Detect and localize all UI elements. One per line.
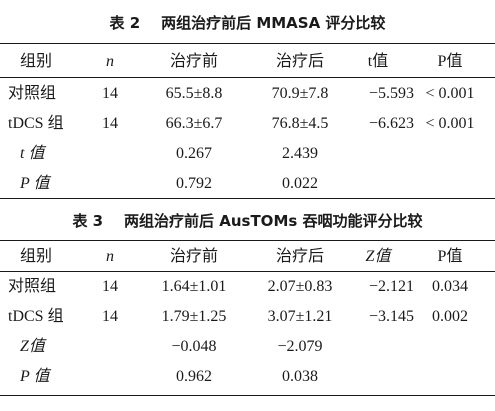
table2-stat-p-before: 0.792 bbox=[176, 175, 212, 192]
table2-r0-n: 14 bbox=[102, 85, 118, 102]
table2-r1-group: tDCS 组 bbox=[8, 115, 64, 132]
table3-r0-before: 1.64±1.01 bbox=[161, 278, 227, 295]
table3-header-row: 组别 n 治疗前 治疗后 Z值 P值 bbox=[0, 242, 495, 272]
table2-header-t: t值 bbox=[367, 53, 389, 70]
table3-r1-z: −3.145 bbox=[368, 308, 414, 325]
table2-header-group: 组别 bbox=[20, 53, 53, 70]
table3-header-z: Z值 bbox=[365, 248, 391, 265]
table2-stat-t-before: 0.267 bbox=[176, 145, 212, 162]
table2-header-rule bbox=[0, 77, 495, 78]
table3-r0-p: 0.034 bbox=[432, 278, 468, 295]
table3-caption: 表 3 两组治疗前后 AusTOMs 吞咽功能评分比较 bbox=[0, 211, 495, 231]
table2-r0-after: 70.9±7.8 bbox=[271, 85, 329, 102]
table-row: 对照组 14 65.5±8.8 70.9±7.8 −5.593 < 0.001 bbox=[0, 79, 495, 109]
table3-stat-p-label: P 值 bbox=[20, 368, 50, 385]
table-row: tDCS 组 14 1.79±1.25 3.07±1.21 −3.145 0.0… bbox=[0, 302, 495, 332]
table2-r0-before: 65.5±8.8 bbox=[165, 85, 223, 102]
table3-stat-row-z: Z值 −0.048 −2.079 bbox=[0, 332, 495, 362]
table3-header-group: 组别 bbox=[20, 248, 53, 265]
table3-top-rule bbox=[0, 240, 495, 241]
table2-caption-label: 表 2 bbox=[109, 14, 141, 32]
table2-stat-t-after: 2.439 bbox=[282, 145, 318, 162]
table2-r1-n: 14 bbox=[102, 115, 118, 132]
table3-r0-after: 2.07±0.83 bbox=[267, 278, 333, 295]
table3-r0-z: −2.121 bbox=[368, 278, 414, 295]
table3-header-after: 治疗后 bbox=[275, 248, 324, 265]
table3-stat-row-p: P 值 0.962 0.038 bbox=[0, 362, 495, 392]
table2-header-row: 组别 n 治疗前 治疗后 t值 P值 bbox=[0, 47, 495, 77]
table3-r1-group: tDCS 组 bbox=[8, 308, 64, 325]
table3-header-before: 治疗前 bbox=[169, 248, 218, 265]
table-row: 对照组 14 1.64±1.01 2.07±0.83 −2.121 0.034 bbox=[0, 272, 495, 302]
table2-r0-p: < 0.001 bbox=[425, 85, 475, 102]
table3-stat-p-before: 0.962 bbox=[176, 368, 212, 385]
table3-r1-after: 3.07±1.21 bbox=[267, 308, 333, 325]
table2-r1-t: −6.623 bbox=[368, 115, 414, 132]
table2-stat-row-p: P 值 0.792 0.022 bbox=[0, 169, 495, 199]
table3-stat-z-after: −2.079 bbox=[277, 338, 323, 355]
table2-stat-row-t: t 值 0.267 2.439 bbox=[0, 139, 495, 169]
table3-r1-before: 1.79±1.25 bbox=[161, 308, 227, 325]
table3-caption-text: 两组治疗前后 AusTOMs 吞咽功能评分比较 bbox=[124, 212, 423, 230]
table2-r1-after: 76.8±4.5 bbox=[271, 115, 329, 132]
table-row: tDCS 组 14 66.3±6.7 76.8±4.5 −6.623 < 0.0… bbox=[0, 109, 495, 139]
table3-r0-group: 对照组 bbox=[8, 278, 57, 295]
table2-r1-p: < 0.001 bbox=[425, 115, 475, 132]
table3-bottom-rule bbox=[0, 395, 495, 396]
table3-header-rule bbox=[0, 271, 495, 272]
table2-header-after: 治疗后 bbox=[275, 53, 324, 70]
table2-header-before: 治疗前 bbox=[169, 53, 218, 70]
table2-r1-before: 66.3±6.7 bbox=[165, 115, 223, 132]
table2-top-rule bbox=[0, 43, 495, 44]
table2-header-p: P值 bbox=[437, 53, 463, 70]
table2-bottom-rule bbox=[0, 198, 495, 199]
table2-stat-p-label: P 值 bbox=[20, 175, 50, 192]
table3-stat-z-label: Z值 bbox=[20, 338, 45, 355]
table2-caption: 表 2 两组治疗前后 MMASA 评分比较 bbox=[0, 13, 495, 33]
table2-caption-text: 两组治疗前后 MMASA 评分比较 bbox=[161, 14, 386, 32]
table3-r1-n: 14 bbox=[102, 308, 118, 325]
table3-r0-n: 14 bbox=[102, 278, 118, 295]
table2-r0-group: 对照组 bbox=[8, 85, 57, 102]
table3-header-p: P值 bbox=[437, 248, 463, 265]
table2-stat-t-label: t 值 bbox=[20, 145, 45, 162]
table3-caption-label: 表 3 bbox=[72, 212, 104, 230]
table3-stat-p-after: 0.038 bbox=[282, 368, 318, 385]
table3-stat-z-before: −0.048 bbox=[171, 338, 217, 355]
table3-r1-p: 0.002 bbox=[432, 308, 468, 325]
table2-r0-t: −5.593 bbox=[368, 85, 414, 102]
table2-header-n: n bbox=[106, 53, 114, 70]
table3-header-n: n bbox=[106, 248, 114, 265]
table2-stat-p-after: 0.022 bbox=[282, 175, 318, 192]
